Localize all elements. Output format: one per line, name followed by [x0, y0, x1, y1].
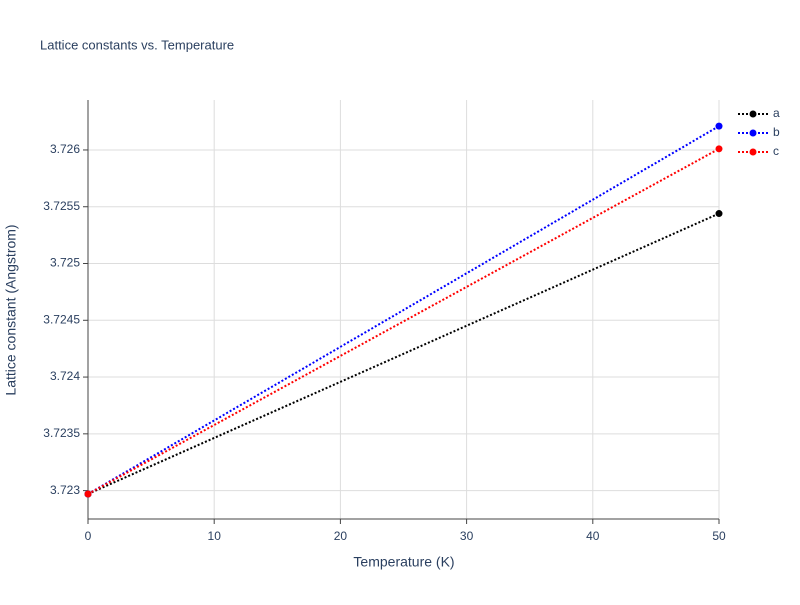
- legend-marker: [749, 110, 757, 118]
- x-tick-label: 10: [208, 529, 222, 543]
- point: [84, 490, 92, 498]
- legend-label: c: [773, 144, 779, 158]
- y-tick-label: 3.725: [50, 256, 80, 270]
- y-axis-label: Lattice constant (Angstrom): [3, 224, 19, 395]
- series-line: [87, 125, 720, 495]
- x-tick-label: 20: [334, 529, 348, 543]
- y-tick-label: 3.7235: [43, 426, 80, 440]
- y-tick-label: 3.726: [50, 142, 80, 156]
- legend-marker: [749, 148, 757, 156]
- x-tick-label: 50: [712, 529, 726, 543]
- x-axis-label: Temperature (K): [353, 554, 454, 570]
- legend-marker: [749, 129, 757, 137]
- legend-label: b: [773, 125, 780, 139]
- chart-title: Lattice constants vs. Temperature: [40, 37, 234, 52]
- legend-label: a: [773, 106, 780, 120]
- series-line: [87, 212, 720, 495]
- point: [715, 210, 723, 218]
- point: [715, 122, 723, 130]
- x-tick-label: 0: [85, 529, 92, 543]
- x-tick-label: 40: [586, 529, 600, 543]
- x-tick-label: 30: [460, 529, 474, 543]
- y-tick-label: 3.7255: [43, 199, 80, 213]
- series-line: [87, 147, 720, 495]
- point: [715, 145, 723, 153]
- y-tick-label: 3.724: [50, 369, 80, 383]
- y-tick-label: 3.723: [50, 483, 80, 497]
- y-tick-label: 3.7245: [43, 312, 80, 326]
